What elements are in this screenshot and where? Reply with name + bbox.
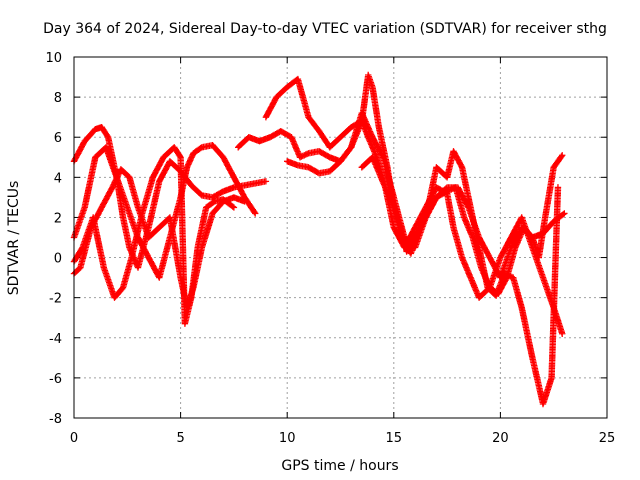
x-tick-label: 10 [279, 431, 296, 446]
y-tick-label: -4 [49, 332, 62, 347]
series-group [70, 71, 568, 408]
series-track-5 [235, 110, 568, 281]
data-markers [358, 152, 566, 297]
x-tick-label: 15 [386, 431, 403, 446]
y-tick-label: 2 [54, 211, 62, 226]
y-tick-label: 10 [45, 51, 62, 66]
x-tick-label: 25 [599, 431, 616, 446]
x-tick-label: 0 [70, 431, 78, 446]
data-markers [235, 110, 568, 281]
y-tick-label: -8 [49, 412, 62, 427]
x-tick-label: 20 [492, 431, 509, 446]
y-axis-label: SDTVAR / TECUs [6, 181, 22, 296]
y-tick-label: 0 [54, 252, 62, 267]
y-tick-label: 4 [54, 171, 62, 186]
chart-title: Day 364 of 2024, Sidereal Day-to-day VTE… [43, 21, 607, 37]
series-track-8 [358, 152, 566, 297]
y-tick-label: 6 [54, 131, 62, 146]
y-tick-label: -6 [49, 372, 62, 387]
x-axis-label: GPS time / hours [281, 458, 398, 474]
y-tick-label: 8 [54, 91, 62, 106]
y-tick-label: -2 [49, 292, 62, 307]
plot-frame [73, 56, 608, 419]
x-tick-label: 5 [176, 431, 184, 446]
